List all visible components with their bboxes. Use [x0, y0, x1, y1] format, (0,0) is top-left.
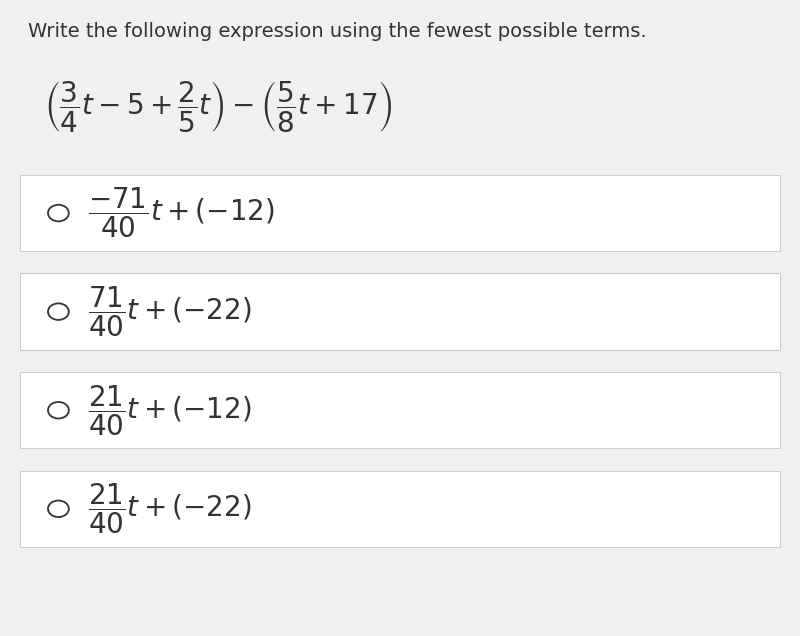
FancyBboxPatch shape [20, 273, 780, 350]
FancyBboxPatch shape [20, 175, 780, 251]
Text: $\dfrac{-71}{40}t+(-12)$: $\dfrac{-71}{40}t+(-12)$ [88, 186, 274, 240]
Text: $\dfrac{21}{40}t+(-12)$: $\dfrac{21}{40}t+(-12)$ [88, 383, 251, 438]
Text: $\left(\dfrac{3}{4}t-5+\dfrac{2}{5}t\right)-\left(\dfrac{5}{8}t+17\right)$: $\left(\dfrac{3}{4}t-5+\dfrac{2}{5}t\rig… [44, 80, 393, 134]
FancyBboxPatch shape [20, 471, 780, 547]
Text: $\dfrac{21}{40}t+(-22)$: $\dfrac{21}{40}t+(-22)$ [88, 481, 251, 536]
Text: $\dfrac{71}{40}t+(-22)$: $\dfrac{71}{40}t+(-22)$ [88, 284, 251, 339]
FancyBboxPatch shape [20, 372, 780, 448]
Text: Write the following expression using the fewest possible terms.: Write the following expression using the… [28, 22, 646, 41]
